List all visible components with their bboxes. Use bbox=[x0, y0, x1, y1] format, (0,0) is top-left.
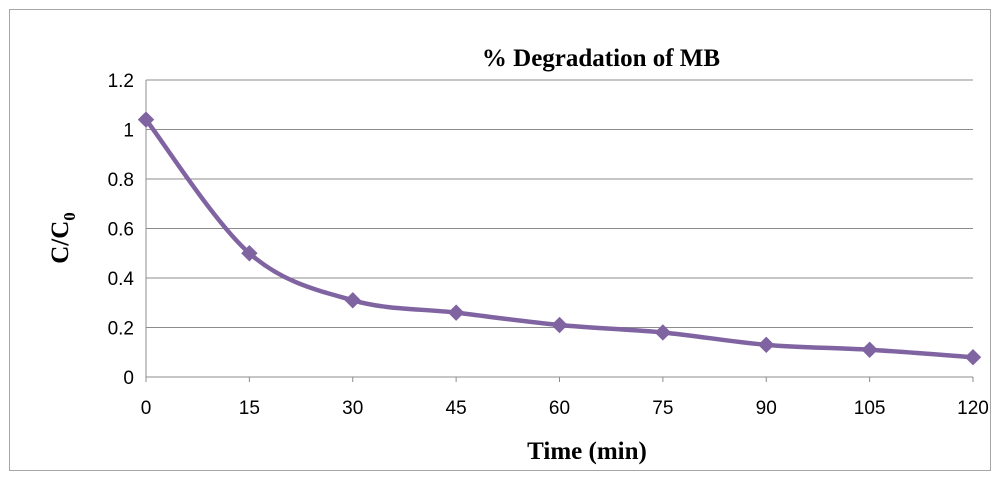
y-axis-label: C/C0 bbox=[47, 212, 79, 264]
data-point-marker bbox=[344, 292, 361, 309]
data-point-marker bbox=[447, 304, 465, 321]
data-point-marker bbox=[964, 348, 982, 366]
x-tick-label: 0 bbox=[141, 398, 152, 419]
y-axis-label-subscript: 0 bbox=[60, 212, 79, 221]
y-tick-label: 1 bbox=[123, 121, 134, 142]
data-point-marker bbox=[861, 341, 878, 358]
y-tick-label: 0.6 bbox=[108, 220, 134, 241]
x-tick-label: 105 bbox=[854, 398, 886, 419]
x-tick-labels: 0 15 30 45 60 75 90 105 120 bbox=[141, 398, 989, 419]
y-tick-label: 0.2 bbox=[108, 319, 134, 340]
x-tick-label: 45 bbox=[446, 398, 467, 419]
x-axis-label: Time (min) bbox=[527, 438, 647, 465]
data-point-marker bbox=[654, 324, 672, 341]
data-point-marker bbox=[758, 336, 775, 354]
x-tick-label: 90 bbox=[756, 398, 777, 419]
chart-title: % Degradation of MB bbox=[482, 45, 720, 72]
x-tick-label: 75 bbox=[652, 398, 673, 419]
chart-frame bbox=[9, 9, 991, 471]
data-point-marker bbox=[137, 111, 155, 128]
y-tick-label: 0 bbox=[123, 368, 134, 389]
y-tick-label: 0.8 bbox=[108, 170, 134, 191]
gridlines bbox=[146, 79, 973, 328]
x-tick-label: 60 bbox=[549, 398, 570, 419]
y-tick-labels: 0 0.2 0.4 0.6 0.8 1 1.2 bbox=[108, 71, 135, 389]
data-point-marker bbox=[551, 316, 568, 334]
x-tick-label: 15 bbox=[239, 398, 260, 419]
axes bbox=[145, 80, 974, 382]
x-tick-label: 120 bbox=[957, 398, 989, 419]
y-tick-label: 1.2 bbox=[108, 71, 134, 92]
data-point-marker bbox=[241, 245, 258, 262]
series-group bbox=[137, 111, 982, 366]
x-tick-label: 30 bbox=[342, 398, 363, 419]
y-tick-label: 0.4 bbox=[108, 269, 135, 290]
y-axis-label-main: C/C bbox=[47, 221, 74, 264]
